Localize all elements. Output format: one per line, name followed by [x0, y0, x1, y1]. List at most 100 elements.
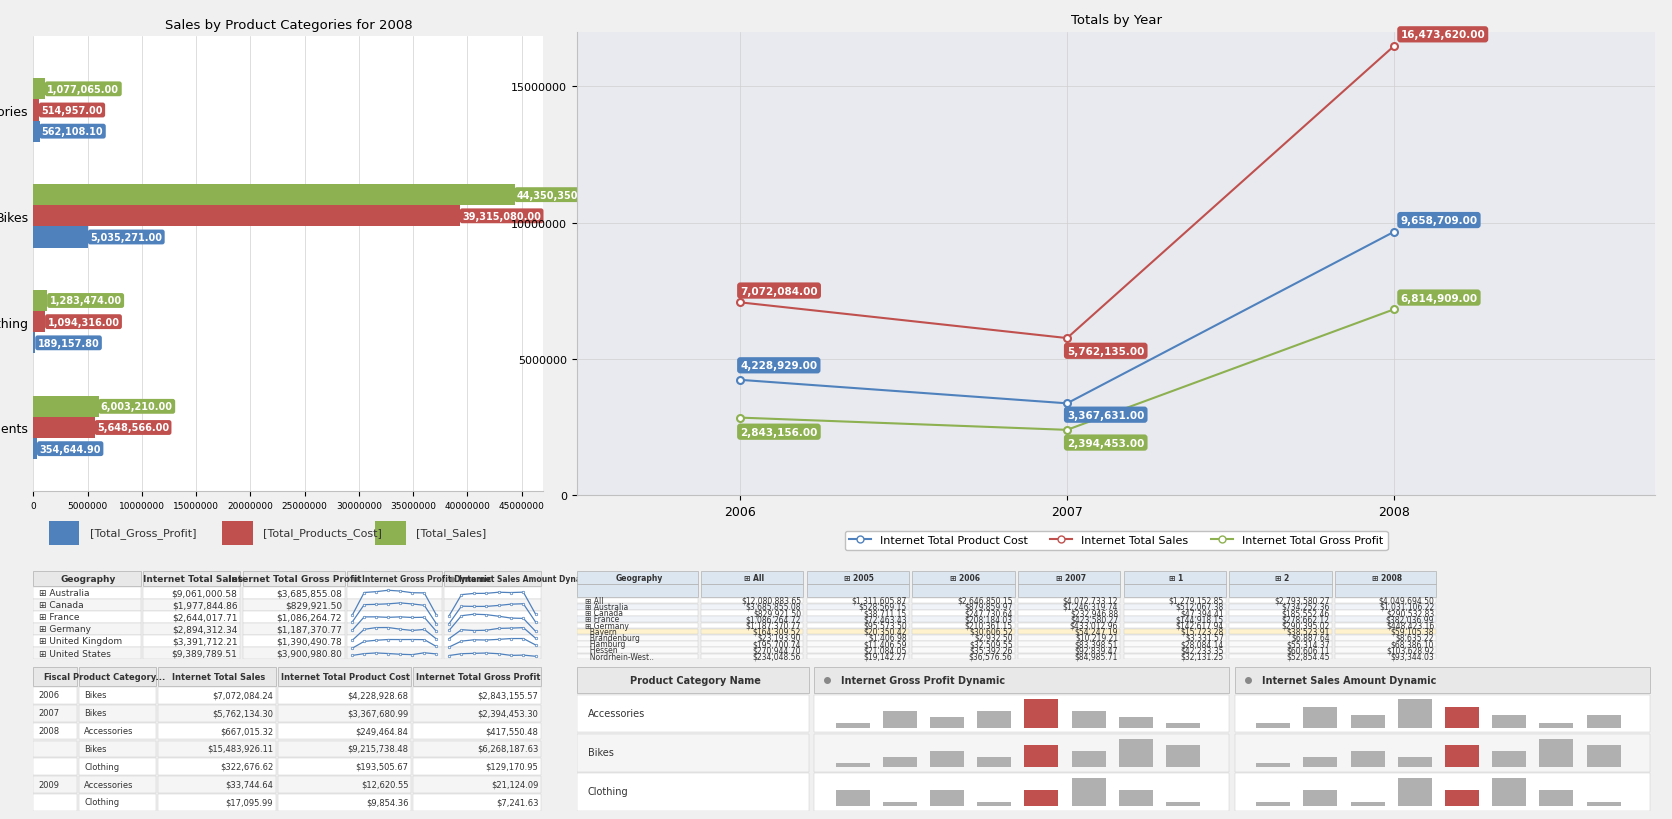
Bar: [278, 723, 411, 740]
Text: $30,606.52: $30,606.52: [968, 627, 1013, 636]
Text: $15,723.28: $15,723.28: [1180, 627, 1224, 636]
Text: $38,711.15: $38,711.15: [864, 609, 906, 618]
Text: $55,314.37: $55,314.37: [1286, 640, 1329, 649]
Bar: [1018, 623, 1120, 628]
Text: 2007: 2007: [38, 708, 60, 717]
Bar: [1124, 571, 1226, 584]
Bar: [413, 667, 540, 686]
Text: $23,193.90: $23,193.90: [757, 633, 801, 642]
Bar: [222, 521, 252, 545]
Text: 354,644.90: 354,644.90: [40, 444, 100, 454]
Text: Internet Total Sales: Internet Total Sales: [172, 672, 264, 681]
Bar: [445, 648, 542, 659]
Text: $142,617.94: $142,617.94: [1175, 621, 1224, 630]
Bar: [836, 723, 869, 728]
Text: $512,067.38: $512,067.38: [1175, 602, 1224, 611]
Bar: [1229, 610, 1331, 616]
Bar: [33, 794, 77, 811]
Text: ⊞ All: ⊞ All: [585, 596, 604, 605]
Bar: [701, 598, 803, 604]
Text: $60,606.11: $60,606.11: [1286, 645, 1329, 654]
Bar: [33, 687, 77, 704]
Text: Bikes: Bikes: [84, 744, 107, 753]
Bar: [1234, 734, 1650, 771]
Text: Clothing: Clothing: [587, 786, 629, 796]
Text: $417,550.48: $417,550.48: [485, 726, 538, 735]
Text: 2,843,156.00: 2,843,156.00: [741, 428, 818, 437]
Bar: [1229, 629, 1331, 635]
Bar: [1398, 757, 1431, 767]
Text: Accessories: Accessories: [587, 708, 645, 718]
Bar: [701, 648, 803, 653]
Bar: [577, 623, 697, 628]
Bar: [814, 667, 1229, 693]
Text: $829,921.50: $829,921.50: [752, 609, 801, 618]
Text: Product Category Name: Product Category Name: [630, 676, 761, 686]
Bar: [144, 611, 241, 623]
Bar: [1018, 584, 1120, 597]
Bar: [348, 611, 441, 623]
Bar: [1018, 604, 1120, 610]
Text: $103,628.92: $103,628.92: [1386, 645, 1435, 654]
Text: ⊞ All: ⊞ All: [744, 573, 764, 582]
Bar: [836, 762, 869, 767]
Bar: [33, 100, 38, 121]
Text: $1,187,370.77: $1,187,370.77: [746, 621, 801, 630]
Bar: [701, 654, 803, 659]
Text: ⊞ 2008: ⊞ 2008: [1373, 573, 1403, 582]
Text: $42,233.35: $42,233.35: [1180, 645, 1224, 654]
Text: 5,762,135.00: 5,762,135.00: [1067, 346, 1144, 356]
Bar: [1334, 641, 1436, 647]
Bar: [1124, 623, 1226, 628]
Text: $17,095.99: $17,095.99: [226, 798, 273, 807]
Bar: [1334, 598, 1436, 604]
Bar: [375, 521, 406, 545]
Bar: [1124, 636, 1226, 640]
Bar: [33, 79, 45, 100]
Bar: [1018, 636, 1120, 640]
Text: $2,793,580.27: $2,793,580.27: [1274, 596, 1329, 605]
Bar: [1072, 751, 1105, 767]
Bar: [33, 740, 77, 758]
Bar: [33, 227, 89, 248]
Bar: [701, 571, 803, 584]
Bar: [806, 636, 910, 640]
Bar: [159, 776, 276, 793]
Bar: [930, 717, 965, 728]
Text: ⊞ 1: ⊞ 1: [1169, 573, 1184, 582]
Bar: [577, 773, 809, 811]
Text: [Total_Gross_Profit]: [Total_Gross_Profit]: [90, 527, 196, 539]
Text: Nordrhein-West..: Nordrhein-West..: [585, 652, 654, 661]
Text: 6,814,909.00: 6,814,909.00: [1401, 293, 1478, 303]
Bar: [278, 705, 411, 722]
Bar: [1334, 584, 1436, 597]
Bar: [1018, 629, 1120, 635]
Bar: [1124, 617, 1226, 622]
Bar: [1334, 617, 1436, 622]
Text: Bayern: Bayern: [585, 627, 617, 636]
Text: $1,390,490.78: $1,390,490.78: [276, 636, 343, 645]
Bar: [1124, 598, 1226, 604]
Bar: [79, 667, 155, 686]
Bar: [1018, 654, 1120, 659]
Bar: [1018, 617, 1120, 622]
Bar: [806, 641, 910, 647]
Bar: [159, 740, 276, 758]
Text: Internet Gross Profit Dynamic: Internet Gross Profit Dynamic: [841, 676, 1005, 686]
Bar: [1445, 708, 1480, 728]
Bar: [806, 584, 910, 597]
Bar: [79, 740, 155, 758]
Text: ⊞ France: ⊞ France: [38, 613, 79, 622]
Title: Sales by Product Categories for 2008: Sales by Product Categories for 2008: [164, 19, 413, 31]
Bar: [242, 587, 344, 599]
Bar: [33, 648, 140, 659]
Text: $95,573.50: $95,573.50: [863, 621, 906, 630]
Text: 2008: 2008: [38, 726, 60, 735]
Bar: [701, 604, 803, 610]
Bar: [1334, 629, 1436, 635]
Bar: [806, 654, 910, 659]
Text: $84,985.71: $84,985.71: [1075, 652, 1119, 661]
Text: [Total_Sales]: [Total_Sales]: [416, 527, 487, 539]
Text: $382,036.99: $382,036.99: [1386, 614, 1435, 623]
Bar: [1018, 598, 1120, 604]
